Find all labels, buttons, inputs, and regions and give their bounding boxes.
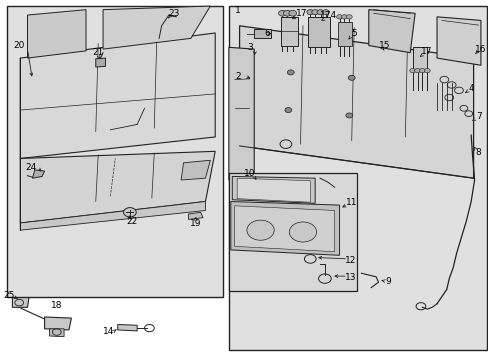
Text: 6: 6 (264, 29, 269, 38)
Polygon shape (307, 17, 329, 47)
Polygon shape (234, 206, 334, 252)
Text: 14: 14 (103, 327, 114, 336)
Text: 24: 24 (25, 163, 37, 172)
Polygon shape (44, 317, 71, 330)
Circle shape (246, 220, 274, 240)
Text: 22: 22 (126, 217, 138, 226)
Polygon shape (181, 160, 210, 180)
Polygon shape (281, 17, 298, 45)
Circle shape (347, 75, 354, 80)
Circle shape (424, 68, 429, 73)
Text: 21: 21 (92, 48, 103, 57)
Text: 25: 25 (4, 291, 15, 300)
Circle shape (278, 10, 286, 16)
Text: 3: 3 (247, 43, 253, 52)
Polygon shape (230, 202, 339, 255)
Text: 17: 17 (420, 47, 431, 56)
Circle shape (345, 113, 352, 118)
Polygon shape (254, 30, 271, 39)
Circle shape (316, 10, 323, 15)
Circle shape (288, 10, 296, 16)
Text: 20: 20 (14, 41, 25, 50)
Text: 13: 13 (345, 273, 356, 282)
Text: 10: 10 (243, 169, 255, 178)
Circle shape (311, 10, 318, 15)
Text: 23: 23 (168, 9, 179, 18)
Circle shape (322, 10, 328, 15)
Circle shape (285, 108, 291, 113)
Text: 1: 1 (235, 6, 241, 15)
Polygon shape (412, 47, 427, 69)
Text: 16: 16 (474, 45, 486, 54)
Circle shape (306, 10, 313, 15)
Circle shape (341, 15, 346, 19)
Circle shape (346, 15, 351, 19)
Polygon shape (188, 212, 203, 220)
Text: 2: 2 (235, 72, 241, 81)
Polygon shape (20, 202, 205, 230)
Polygon shape (237, 178, 310, 202)
Polygon shape (337, 22, 351, 45)
Circle shape (419, 68, 425, 73)
Circle shape (287, 70, 294, 75)
Text: 18: 18 (51, 301, 62, 310)
Circle shape (409, 68, 415, 73)
Polygon shape (228, 173, 356, 291)
Circle shape (414, 68, 420, 73)
Polygon shape (228, 6, 486, 350)
Polygon shape (27, 10, 86, 58)
Polygon shape (20, 33, 215, 158)
Text: 8: 8 (475, 148, 480, 157)
Polygon shape (103, 6, 210, 49)
Polygon shape (228, 47, 254, 180)
Text: 19: 19 (189, 219, 201, 228)
Circle shape (123, 208, 136, 217)
Text: 15: 15 (378, 41, 390, 50)
Polygon shape (96, 58, 105, 67)
Text: 11: 11 (346, 198, 357, 207)
Text: 9: 9 (385, 276, 390, 285)
Circle shape (336, 15, 342, 19)
Circle shape (289, 222, 316, 242)
Polygon shape (12, 298, 29, 307)
Text: 5: 5 (350, 29, 356, 38)
Polygon shape (49, 329, 64, 337)
Polygon shape (436, 17, 480, 65)
Polygon shape (118, 324, 137, 331)
Text: 4: 4 (468, 84, 473, 93)
Text: 17: 17 (296, 9, 307, 18)
Polygon shape (368, 10, 414, 53)
Text: 7: 7 (476, 112, 481, 121)
Polygon shape (6, 6, 222, 297)
Text: 12: 12 (345, 256, 356, 265)
Polygon shape (32, 170, 44, 178)
Polygon shape (20, 151, 215, 223)
Polygon shape (239, 26, 473, 178)
Polygon shape (232, 176, 315, 203)
Circle shape (283, 10, 291, 16)
Text: 174: 174 (319, 11, 336, 20)
